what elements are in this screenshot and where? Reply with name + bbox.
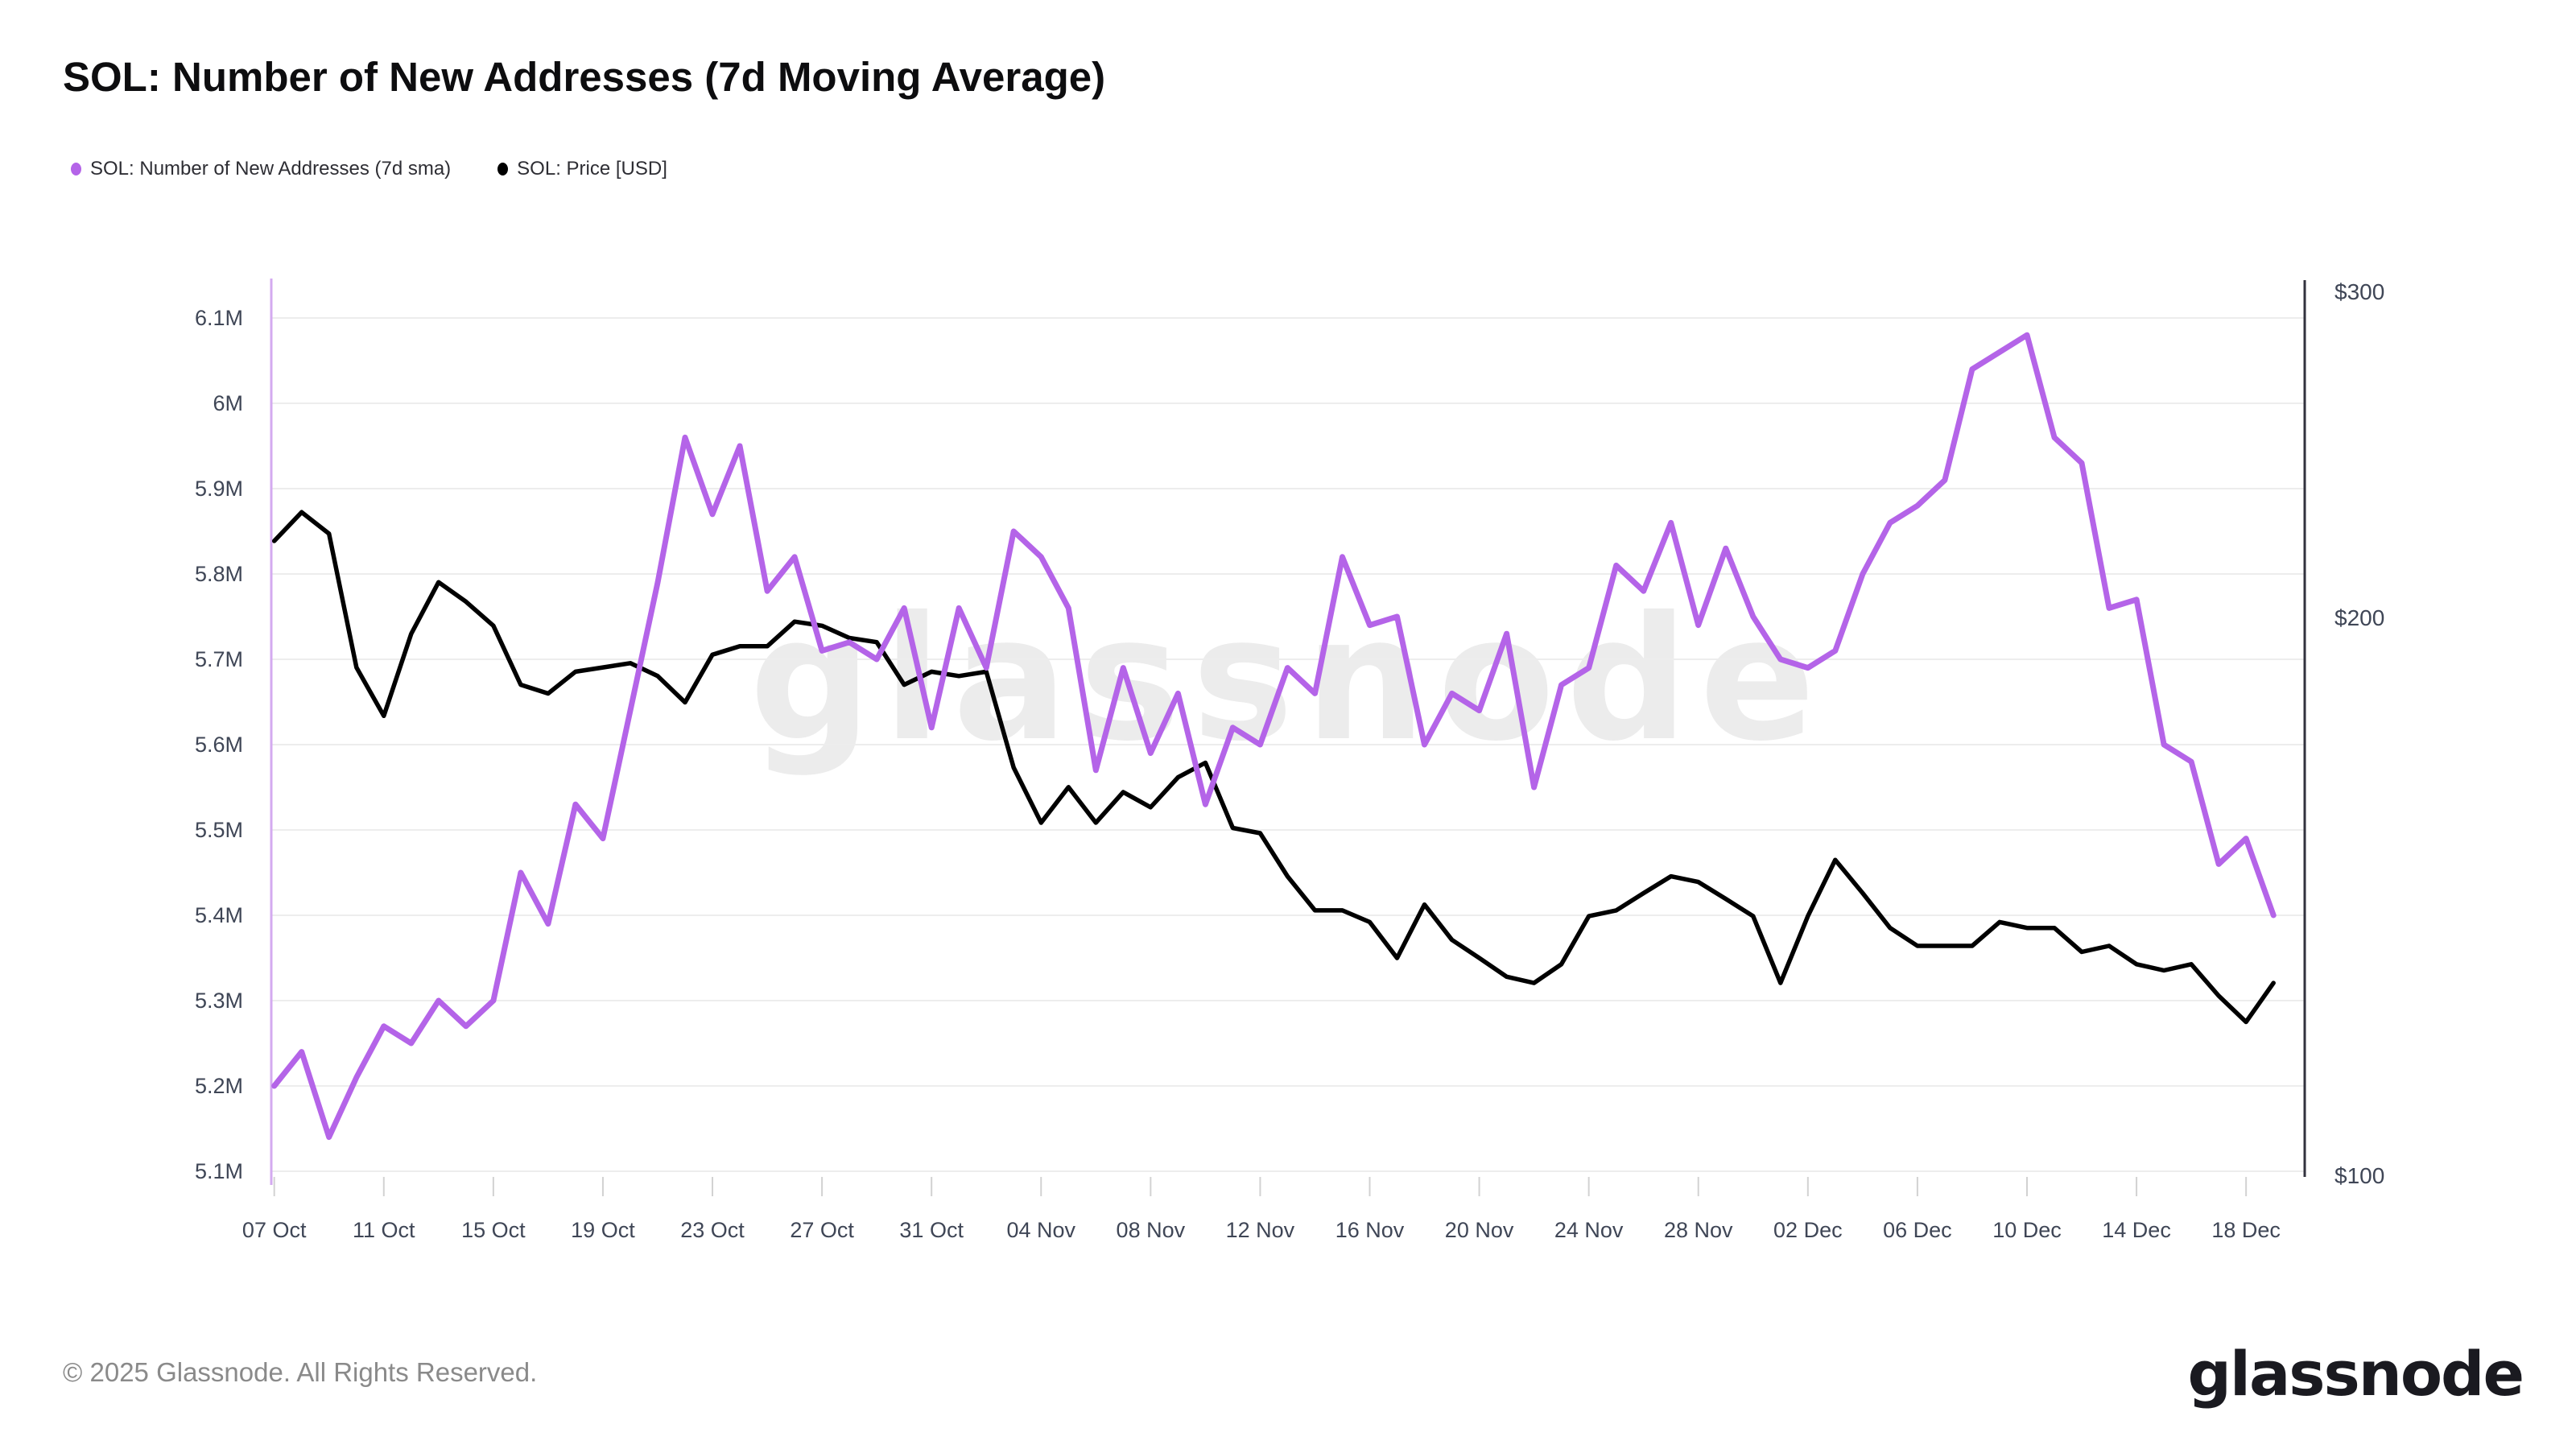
x-axis-tick-label: 08 Nov <box>1117 1218 1186 1242</box>
legend-item-new-addresses[interactable]: SOL: Number of New Addresses (7d sma) <box>71 158 451 180</box>
x-axis-tick-label: 06 Dec <box>1883 1218 1952 1242</box>
x-axis-tick-label: 14 Dec <box>2102 1218 2171 1242</box>
x-axis-tick-label: 27 Oct <box>790 1218 854 1242</box>
x-axis-tick-label: 18 Dec <box>2211 1218 2281 1242</box>
glassnode-logo: glassnode <box>2187 1338 2524 1410</box>
legend: SOL: Number of New Addresses (7d sma) SO… <box>71 158 667 180</box>
legend-item-price[interactable]: SOL: Price [USD] <box>497 158 667 180</box>
new-addresses-series-dot-icon <box>71 163 81 175</box>
right-axis-tick-label: $100 <box>2334 1163 2384 1188</box>
x-axis-tick-label: 24 Nov <box>1554 1218 1624 1242</box>
page-title: SOL: Number of New Addresses (7d Moving … <box>63 54 1106 100</box>
left-axis-tick-label: 5.7M <box>195 647 243 671</box>
x-axis-tick-label: 12 Nov <box>1226 1218 1295 1242</box>
legend-label-new-addresses: SOL: Number of New Addresses (7d sma) <box>90 158 452 180</box>
x-axis-tick-label: 10 Dec <box>1992 1218 2062 1242</box>
left-axis-tick-label: 5.9M <box>195 477 243 501</box>
x-axis-tick-label: 19 Oct <box>571 1218 635 1242</box>
x-axis-tick-label: 07 Oct <box>242 1218 307 1242</box>
right-axis-tick-label: $200 <box>2334 605 2384 630</box>
left-axis-tick-label: 5.1M <box>195 1159 243 1183</box>
x-axis-tick-label: 11 Oct <box>353 1218 415 1242</box>
left-axis-tick-label: 5.5M <box>195 818 243 842</box>
x-axis-tick-label: 15 Oct <box>461 1218 526 1242</box>
left-axis-tick-label: 5.2M <box>195 1074 243 1098</box>
x-axis-tick-label: 16 Nov <box>1335 1218 1405 1242</box>
left-axis-tick-label: 5.3M <box>195 989 243 1013</box>
x-axis-tick-label: 20 Nov <box>1445 1218 1514 1242</box>
left-axis-tick-label: 5.6M <box>195 733 243 757</box>
price-series-dot-icon <box>497 163 509 175</box>
right-axis-tick-label: $300 <box>2334 279 2384 304</box>
copyright-text: © 2025 Glassnode. All Rights Reserved. <box>63 1357 538 1387</box>
x-axis-tick-label: 04 Nov <box>1006 1218 1075 1242</box>
x-axis-tick-label: 31 Oct <box>899 1218 964 1242</box>
legend-label-price: SOL: Price [USD] <box>517 158 667 180</box>
left-axis-tick-label: 5.8M <box>195 562 243 586</box>
x-axis-tick-label: 23 Oct <box>680 1218 745 1242</box>
x-axis-tick-label: 02 Dec <box>1773 1218 1843 1242</box>
left-axis-tick-label: 6.1M <box>195 306 243 330</box>
left-axis-tick-label: 5.4M <box>195 903 243 927</box>
x-axis-tick-label: 28 Nov <box>1664 1218 1733 1242</box>
left-axis-tick-label: 6M <box>213 391 243 415</box>
addresses-line <box>271 332 2277 1141</box>
price-line <box>271 510 2276 1025</box>
